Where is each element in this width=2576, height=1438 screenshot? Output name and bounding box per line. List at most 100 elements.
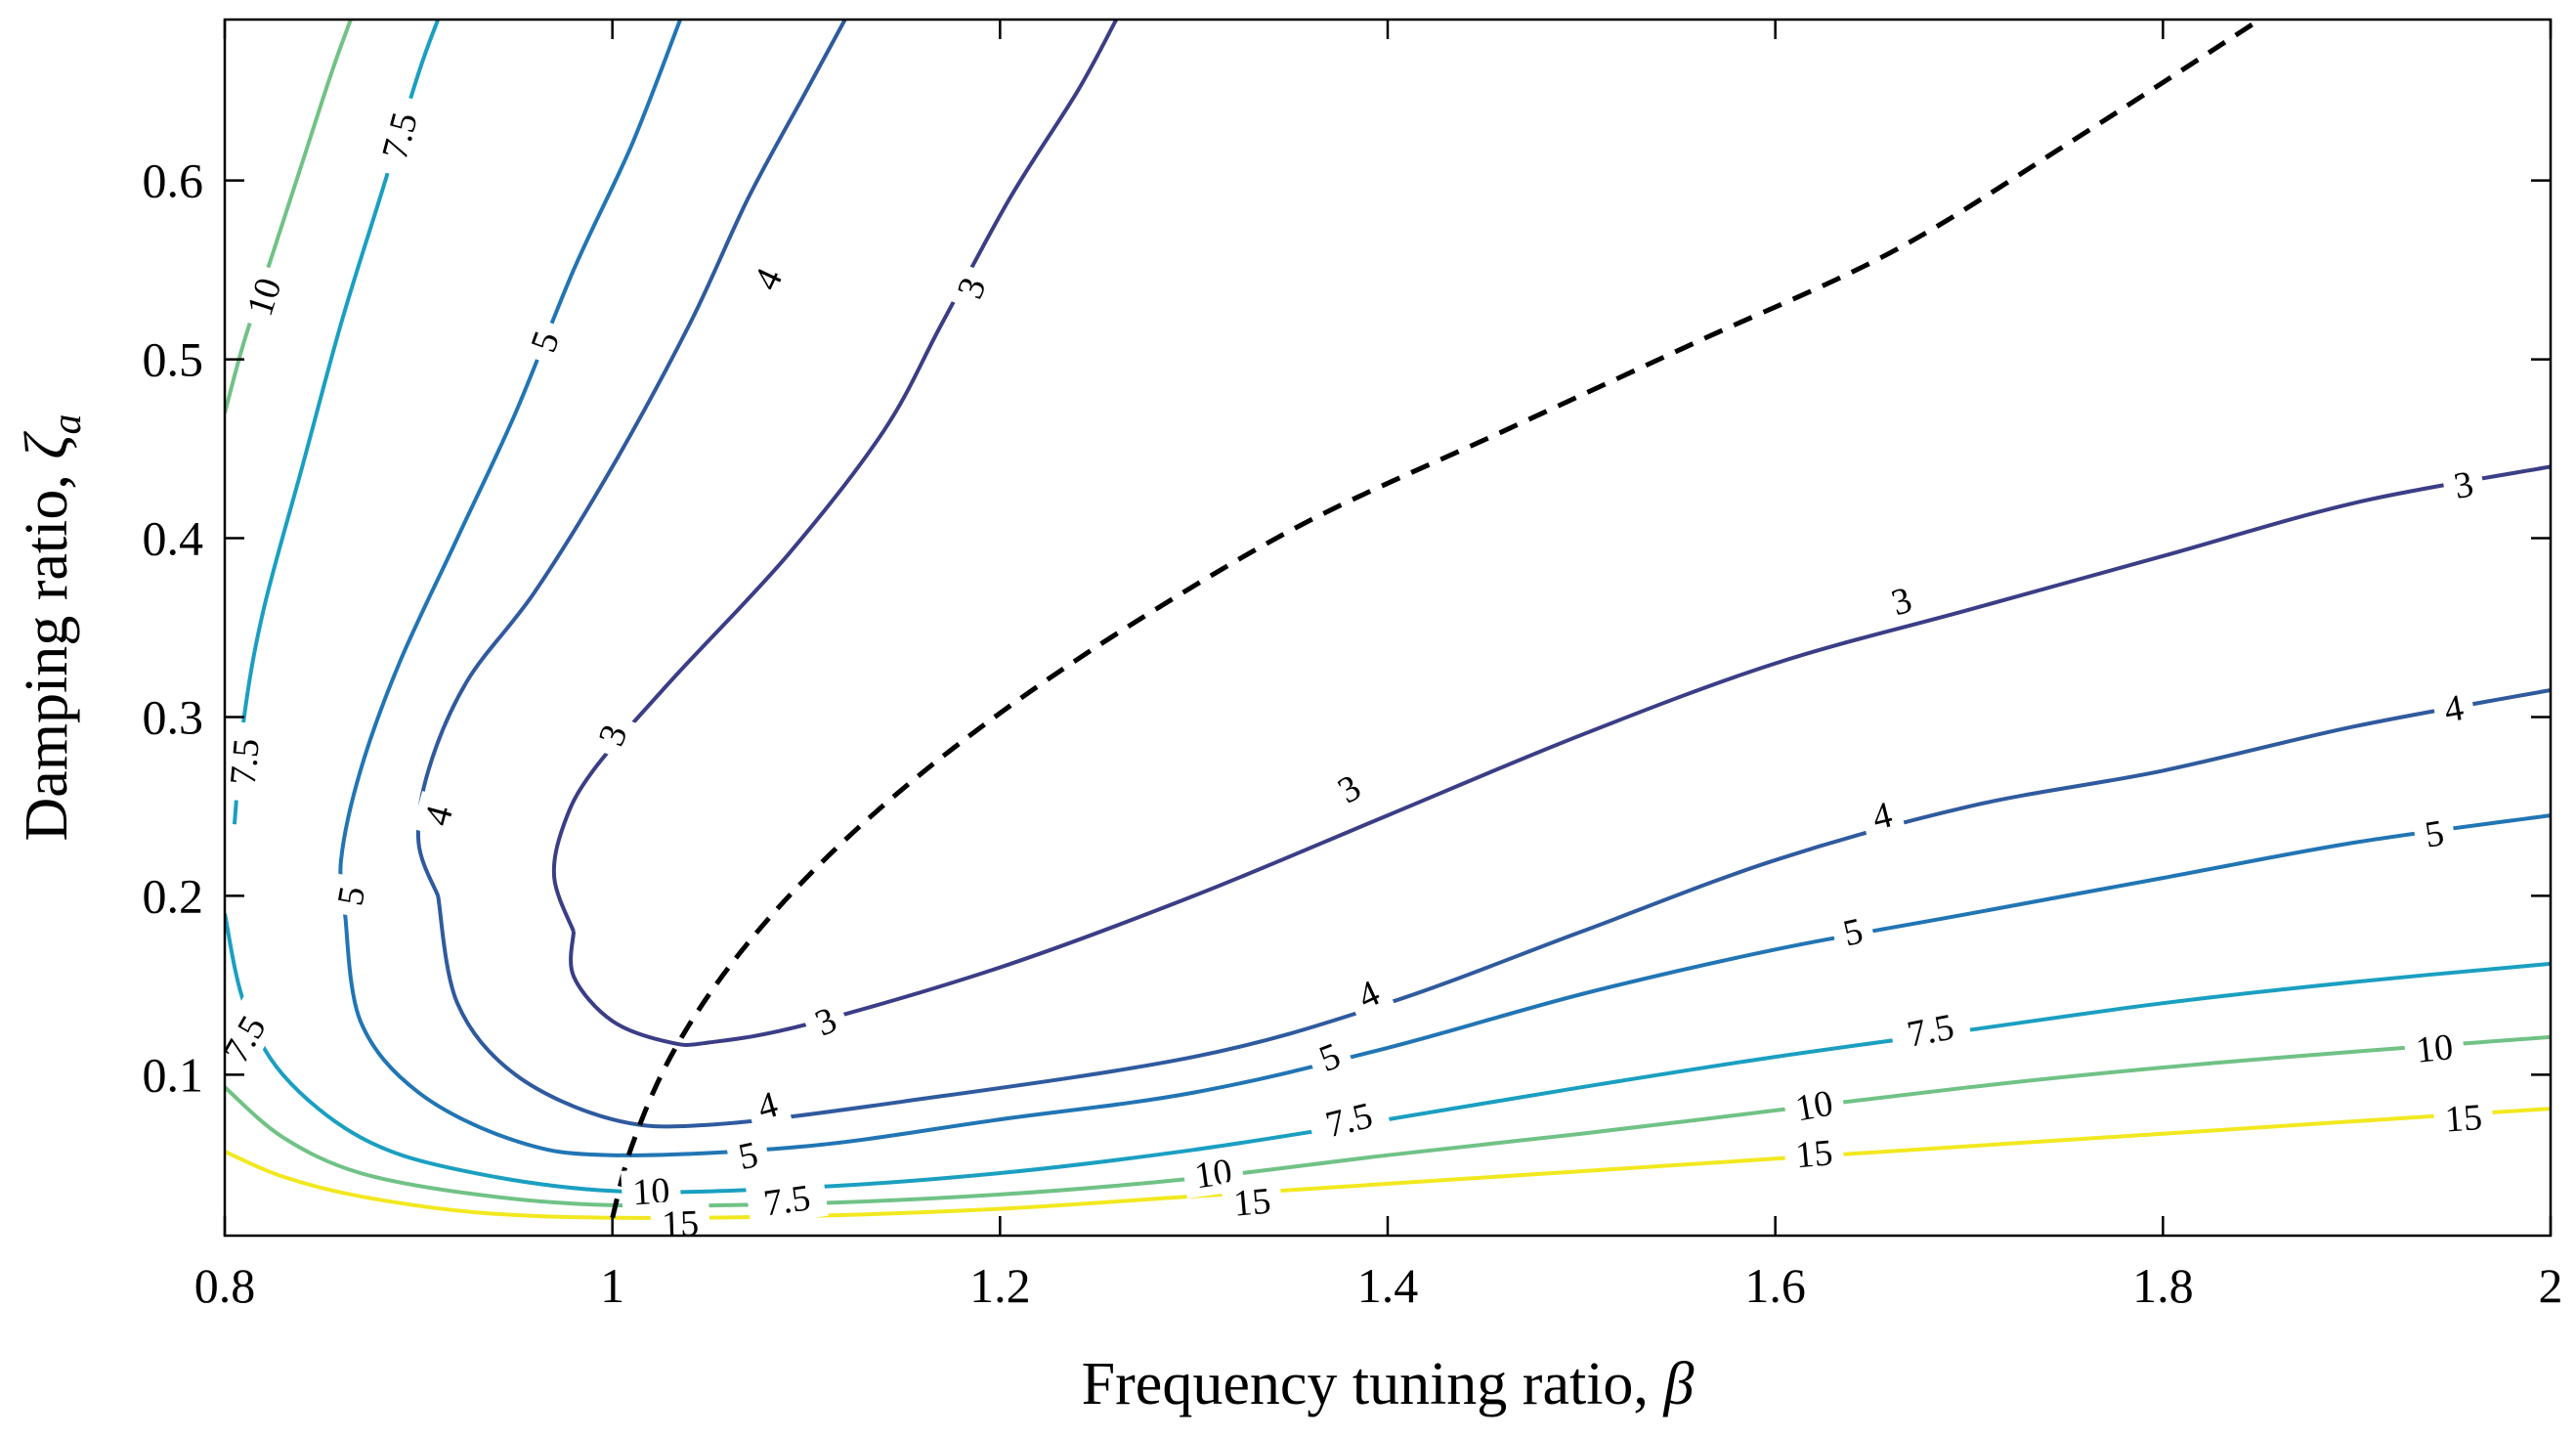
contour-label-group: 5 [517, 315, 572, 368]
x-tick-label: 1.2 [969, 1258, 1031, 1313]
contour-line-7-5-seg-1 [225, 913, 2551, 1195]
contour-label-background [1320, 760, 1377, 817]
y-tick-label: 0.1 [143, 1047, 204, 1102]
tick-layer: 0.8 1 1.2 1.4 1.6 1.8 2 0.1 0.2 0.3 0.4 0.5 0.6 [143, 20, 2563, 1313]
contour-label-group: 4 [1341, 966, 1395, 1023]
y-axis-symbol: ζ [14, 431, 80, 459]
contour-label-group: 10 [2402, 1023, 2467, 1072]
contour-label-15: 15 [1794, 1132, 1835, 1176]
contour-layer [225, 20, 2551, 1220]
x-tick-label: 0.8 [194, 1258, 256, 1313]
x-tick-label: 1.4 [1357, 1258, 1419, 1313]
contour-label-background [1828, 906, 1877, 957]
contour-label-group: 7.5 [367, 92, 431, 180]
contour-label-background [517, 315, 572, 368]
contour-label-group: 7.5 [219, 720, 270, 803]
contour-label-background [1306, 1089, 1393, 1151]
contour-line-10-seg-0 [225, 20, 353, 414]
contour-label-background [1781, 1078, 1847, 1132]
contour-label-group: 3 [584, 709, 640, 762]
contour-label-background [2402, 1023, 2467, 1072]
x-axis-title: Frequency tuning ratio, β [1082, 1351, 1695, 1417]
contour-label-background [2432, 1094, 2495, 1142]
contour-label-background [1341, 966, 1395, 1023]
contour-label-background [584, 709, 640, 762]
contour-label-15: 15 [2443, 1097, 2483, 1141]
contour-label-group: 7.5 [745, 1173, 829, 1227]
contour-label-group: 7.5 [1887, 1001, 1973, 1059]
contour-label-background [1303, 1029, 1356, 1084]
contour-label-background [219, 720, 270, 803]
x-tick-label: 1.8 [2132, 1258, 2194, 1313]
contour-line-3-seg-0 [551, 20, 1119, 933]
contour-label-group: 5 [1828, 906, 1877, 957]
contour-label-group: 4 [743, 1078, 793, 1132]
contour-label-background [1221, 1177, 1284, 1226]
y-tick-label: 0.2 [143, 868, 204, 923]
contour-label-group: 4 [2430, 683, 2477, 733]
contour-label-background [745, 1173, 829, 1227]
contour-label-background [1876, 574, 1927, 628]
contour-label-background [1887, 1001, 1973, 1059]
x-tick-label: 1.6 [1744, 1258, 1806, 1313]
contour-label-15: 15 [661, 1203, 699, 1245]
contour-label-15: 15 [1232, 1181, 1273, 1225]
contour-label-group: 3 [943, 261, 999, 314]
x-axis-symbol: β [1662, 1351, 1694, 1417]
x-tick-label: 2 [2539, 1258, 2563, 1313]
contour-label-group: 4 [1858, 789, 1907, 842]
optimal-tuning-dashed-curve [610, 20, 2261, 1219]
contour-label-background [943, 261, 999, 314]
contour-label-group: 15 [650, 1200, 710, 1246]
contour-label-group: 4 [739, 251, 795, 306]
contour-label-7-5: 7.5 [1904, 1006, 1957, 1055]
contour-label-background [2430, 683, 2477, 733]
contour-line-5-seg-0 [338, 20, 682, 914]
optimal-curve-layer [610, 20, 2261, 1219]
y-axis-title: Damping ratio, ζa [14, 414, 90, 842]
contour-label-7-5: 7.5 [223, 737, 268, 787]
y-tick-label: 0.3 [143, 689, 204, 744]
contour-label-7-5: 7.5 [761, 1177, 813, 1224]
y-tick-label: 0.4 [143, 511, 204, 566]
contour-label-group: 3 [1320, 760, 1377, 817]
contour-label-group: 15 [2432, 1094, 2495, 1142]
contour-label-background [743, 1078, 793, 1132]
contour-label-background [650, 1200, 710, 1246]
contour-label-group: 3 [798, 993, 852, 1049]
contour-label-group: 7.5 [1306, 1089, 1393, 1151]
contour-label-group: 5 [1303, 1029, 1356, 1084]
contour-label-group: 10 [234, 262, 293, 331]
contour-line-3-seg-1 [569, 464, 2551, 1047]
contour-label-background [798, 993, 852, 1049]
contour-line-4-seg-0 [415, 20, 847, 897]
contour-label-layer: 3333334444445555557.57.57.57.57.57.51010… [205, 92, 2495, 1246]
contour-label-group: 10 [1781, 1078, 1847, 1132]
contour-label-background [739, 251, 795, 306]
x-tick-label: 1 [600, 1258, 624, 1313]
contour-label-group: 3 [1876, 574, 1927, 628]
contour-label-background [1858, 789, 1907, 842]
y-tick-label: 0.6 [143, 153, 204, 208]
plot-area [225, 20, 2551, 1236]
contour-label-group: 5 [2411, 808, 2458, 858]
contour-label-background [1782, 1129, 1846, 1178]
contour-label-group: 4 [411, 791, 464, 841]
contour-line-10-seg-1 [225, 1034, 2551, 1208]
contour-label-background [2411, 808, 2458, 858]
contour-label-group: 5 [325, 872, 376, 919]
contour-label-background [325, 872, 376, 919]
contour-label-10: 10 [1792, 1083, 1836, 1130]
contour-label-background [2439, 459, 2487, 510]
x-axis-title-text: Frequency tuning ratio, [1082, 1351, 1664, 1417]
contour-label-background [234, 262, 293, 331]
contour-line-15-seg-0 [225, 1107, 2551, 1220]
contour-label-background [724, 1130, 772, 1181]
contour-label-10: 10 [2414, 1026, 2455, 1071]
y-axis-title-text: Damping ratio, [14, 459, 80, 842]
contour-line-5-seg-1 [343, 813, 2551, 1157]
contour-label-group: 15 [1782, 1129, 1846, 1178]
contour-label-group: 3 [2439, 459, 2487, 510]
